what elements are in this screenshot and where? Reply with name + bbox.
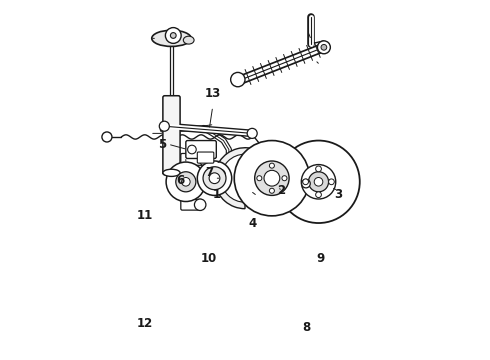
Circle shape (255, 161, 289, 195)
Circle shape (318, 41, 330, 54)
Circle shape (159, 121, 170, 131)
Text: 2: 2 (277, 184, 285, 197)
Ellipse shape (163, 169, 180, 176)
FancyBboxPatch shape (186, 140, 216, 158)
Circle shape (270, 163, 274, 168)
Text: 7: 7 (205, 166, 213, 179)
Wedge shape (215, 148, 275, 209)
Text: 8: 8 (302, 320, 310, 333)
Circle shape (215, 169, 225, 180)
Circle shape (264, 170, 280, 186)
Text: 13: 13 (205, 87, 221, 100)
Circle shape (209, 173, 220, 184)
Circle shape (316, 192, 321, 198)
FancyBboxPatch shape (181, 153, 203, 165)
Circle shape (221, 154, 269, 202)
Circle shape (231, 72, 245, 87)
Circle shape (181, 177, 190, 186)
Circle shape (171, 33, 176, 39)
Circle shape (270, 188, 274, 193)
Text: 11: 11 (136, 210, 153, 222)
Text: 1: 1 (212, 188, 220, 201)
FancyBboxPatch shape (163, 96, 180, 175)
Circle shape (282, 176, 287, 181)
Text: 4: 4 (248, 216, 256, 230)
FancyBboxPatch shape (197, 152, 214, 163)
Circle shape (257, 176, 262, 181)
Circle shape (203, 167, 226, 190)
Circle shape (203, 157, 208, 162)
Ellipse shape (152, 30, 191, 46)
Circle shape (199, 153, 212, 166)
Circle shape (301, 165, 336, 199)
Text: 3: 3 (334, 188, 343, 201)
Text: 6: 6 (176, 174, 185, 186)
Circle shape (314, 177, 323, 186)
Circle shape (316, 166, 321, 172)
Circle shape (277, 140, 360, 223)
Circle shape (195, 199, 206, 211)
Circle shape (188, 145, 196, 154)
Ellipse shape (183, 36, 194, 44)
Text: 10: 10 (201, 252, 217, 265)
Text: 12: 12 (136, 317, 153, 330)
Circle shape (102, 132, 112, 142)
Text: 9: 9 (316, 252, 324, 265)
Circle shape (166, 162, 205, 202)
Circle shape (309, 172, 329, 192)
FancyBboxPatch shape (181, 199, 201, 210)
Circle shape (247, 129, 257, 138)
Circle shape (197, 161, 232, 195)
Circle shape (303, 179, 309, 185)
Text: 5: 5 (158, 138, 167, 150)
Circle shape (166, 28, 181, 43)
Circle shape (302, 179, 310, 188)
Circle shape (234, 140, 310, 216)
Circle shape (176, 172, 196, 192)
Circle shape (321, 44, 327, 50)
Circle shape (329, 179, 334, 185)
